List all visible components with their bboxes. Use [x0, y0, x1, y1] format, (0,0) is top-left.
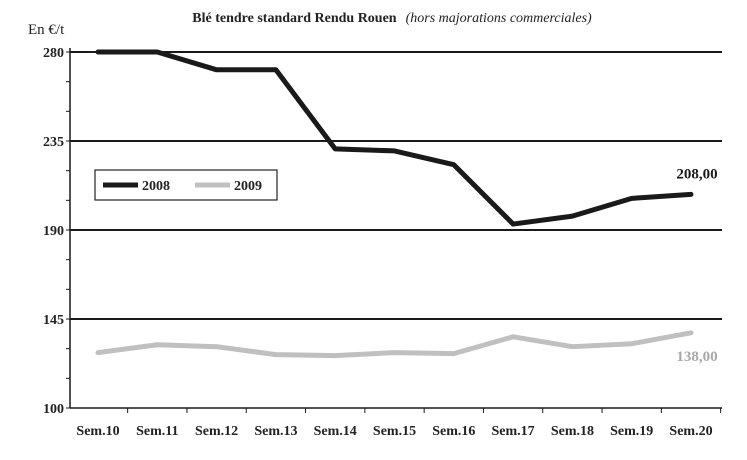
y-axis-ticks: 100 145 190 235 280 — [43, 46, 64, 417]
x-tick-label: Sem.15 — [373, 424, 416, 439]
chart-title-main: Blé tendre standard Rendu Rouen — [192, 11, 397, 26]
x-tick-label: Sem.18 — [551, 424, 594, 439]
x-tick-label: Sem.20 — [669, 424, 712, 439]
legend: 2008 2009 — [94, 169, 278, 201]
chart-title-subtitle: (hors majorations commerciales) — [406, 11, 592, 26]
series-lines — [95, 49, 694, 359]
legend-label-2009: 2009 — [234, 179, 262, 194]
x-tick-label: Sem.17 — [492, 424, 535, 439]
x-axis-ticks: Sem.10 Sem.11 Sem.12 Sem.13 Sem.14 Sem.15 Sem.… — [76, 424, 712, 439]
x-tick-label: Sem.19 — [610, 424, 653, 439]
chart-title: Blé tendre standard Rendu Rouen (hors ma… — [192, 9, 592, 26]
data-label-2009: 138,00 — [676, 349, 717, 365]
data-label-2008: 208,00 — [676, 166, 717, 182]
series-line-2009 — [95, 330, 694, 359]
y-tick-label: 235 — [43, 135, 64, 150]
x-tick-label: Sem.14 — [314, 424, 357, 439]
legend-label-2008: 2008 — [142, 179, 170, 194]
y-tick-label: 280 — [43, 46, 64, 61]
data-annotations: 208,00 138,00 — [676, 166, 717, 364]
x-tick-label: Sem.13 — [254, 424, 297, 439]
y-tick-label: 190 — [43, 224, 64, 239]
axes — [66, 48, 722, 413]
svg-text:Blé tendre standard Rendu Roue: Blé tendre standard Rendu Rouen (hors ma… — [192, 9, 592, 26]
x-tick-label: Sem.16 — [432, 424, 475, 439]
y-tick-label: 145 — [43, 313, 64, 328]
y-tick-label: 100 — [43, 402, 64, 417]
y-axis-unit-label: En €/t — [28, 22, 65, 38]
x-tick-label: Sem.12 — [195, 424, 238, 439]
x-tick-label: Sem.10 — [76, 424, 119, 439]
gridlines — [70, 51, 722, 320]
x-tick-label: Sem.11 — [136, 424, 178, 439]
